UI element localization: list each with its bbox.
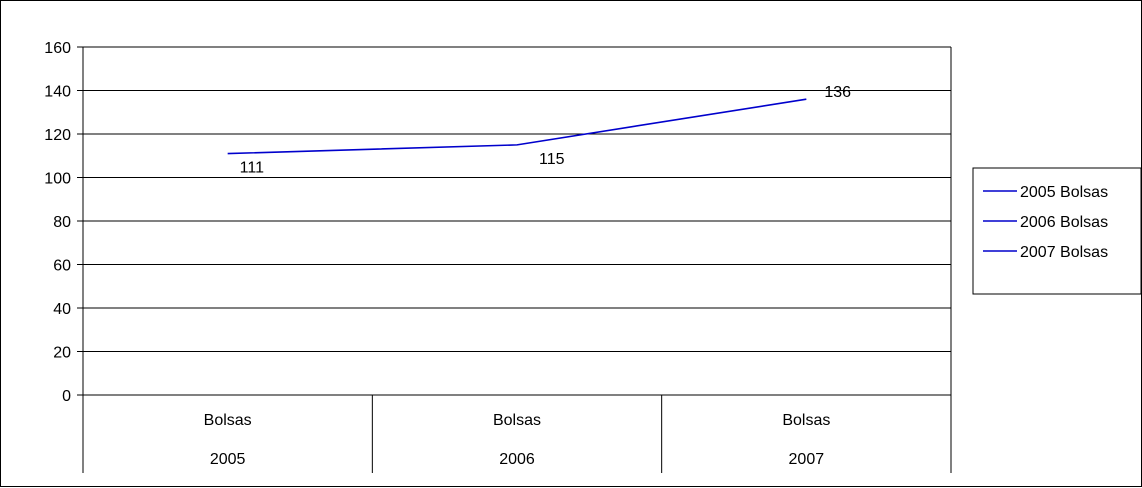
y-tick-label-160: 160 <box>44 40 71 57</box>
axes <box>77 47 951 473</box>
series-line-0 <box>228 99 807 153</box>
y-tick-label-20: 20 <box>53 345 71 362</box>
x-category-label-1: Bolsas <box>493 412 541 429</box>
y-tick-label-140: 140 <box>44 84 71 101</box>
y-tick-label-0: 0 <box>62 388 71 405</box>
x-category-label-2: Bolsas <box>782 412 830 429</box>
y-tick-labels: 0 20 40 60 80 100 120 140 160 <box>44 40 71 405</box>
x-category-group-2: 2007 <box>789 451 825 468</box>
x-category-group-1: 2006 <box>499 451 535 468</box>
data-label-1: 115 <box>539 151 565 168</box>
legend-label-0: 2005 Bolsas <box>1020 184 1108 201</box>
data-labels: 111 115 136 <box>240 84 851 176</box>
data-label-2: 136 <box>824 84 851 101</box>
legend-label-2: 2007 Bolsas <box>1020 244 1108 261</box>
series-lines <box>228 99 807 154</box>
x-category-label-0: Bolsas <box>204 412 252 429</box>
y-tick-label-60: 60 <box>53 258 71 275</box>
y-tick-label-40: 40 <box>53 301 71 318</box>
data-label-0: 111 <box>240 160 264 177</box>
y-tick-label-100: 100 <box>44 171 71 188</box>
grid-lines <box>83 47 951 352</box>
y-tick-label-80: 80 <box>53 214 71 231</box>
legend: 2005 Bolsas 2006 Bolsas 2007 Bolsas <box>973 168 1141 294</box>
legend-label-1: 2006 Bolsas <box>1020 214 1108 231</box>
y-tick-label-120: 120 <box>44 127 71 144</box>
x-category-group-0: 2005 <box>210 451 246 468</box>
x-category-labels: Bolsas 2005 Bolsas 2006 Bolsas 2007 <box>204 412 831 468</box>
